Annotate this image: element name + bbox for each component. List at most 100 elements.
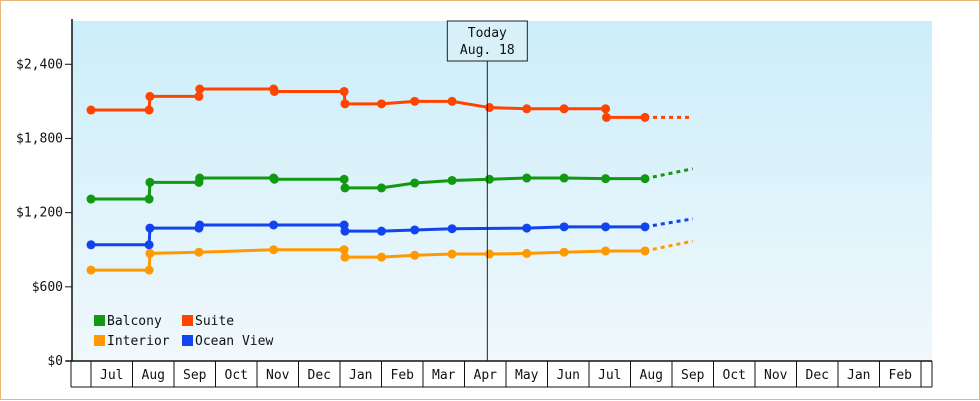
series-forecast-line — [644, 217, 693, 229]
month-label: Aug — [640, 368, 663, 383]
data-point[interactable] — [377, 252, 386, 262]
data-point[interactable] — [340, 183, 350, 193]
legend: Balcony Suite Interior Ocean View — [94, 314, 273, 349]
legend-label: Interior — [107, 334, 170, 349]
data-point[interactable] — [640, 112, 650, 122]
data-point[interactable] — [194, 91, 204, 101]
series-interior — [86, 239, 694, 275]
month-label: Aug — [142, 368, 165, 383]
data-point[interactable] — [86, 105, 96, 115]
data-point[interactable] — [447, 224, 457, 234]
data-point[interactable] — [194, 247, 204, 257]
data-point[interactable] — [410, 225, 420, 235]
month-label: Oct — [225, 368, 248, 383]
data-point[interactable] — [640, 174, 650, 184]
data-point[interactable] — [86, 240, 96, 250]
legend-item: Interior — [94, 334, 170, 349]
legend-swatch — [94, 315, 105, 326]
month-label: Jan — [847, 368, 870, 383]
data-point[interactable] — [601, 246, 611, 256]
series-ocean-view — [86, 217, 693, 250]
data-point[interactable] — [410, 250, 420, 260]
data-point[interactable] — [410, 178, 420, 188]
data-point[interactable] — [86, 265, 96, 275]
axes: $0 $600 $1,200 $1,800 $2,400 Jul Aug Sep Oct Nov D… — [16, 19, 933, 388]
data-point[interactable] — [269, 220, 279, 230]
data-point[interactable] — [269, 86, 279, 96]
data-point[interactable] — [339, 245, 349, 255]
data-point[interactable] — [559, 104, 569, 114]
data-point[interactable] — [559, 222, 569, 232]
data-point[interactable] — [447, 175, 457, 185]
month-label: Jan — [349, 368, 372, 383]
data-point[interactable] — [601, 112, 611, 122]
y-tick-label: $0 — [47, 354, 63, 369]
data-point[interactable] — [86, 194, 96, 204]
month-label: Jun — [557, 368, 580, 383]
data-point[interactable] — [447, 249, 457, 259]
data-point[interactable] — [640, 222, 650, 232]
series-layer — [86, 84, 694, 275]
y-tick-label: $1,800 — [16, 131, 63, 146]
data-point[interactable] — [195, 84, 205, 94]
data-point[interactable] — [145, 91, 155, 101]
y-tick-label: $2,400 — [16, 57, 63, 72]
legend-swatch — [182, 335, 193, 346]
today-marker: Today Aug. 18 — [446, 20, 528, 361]
data-point[interactable] — [145, 223, 155, 233]
data-point[interactable] — [195, 173, 205, 183]
data-point[interactable] — [522, 104, 532, 114]
data-point[interactable] — [340, 252, 350, 262]
data-point[interactable] — [144, 240, 154, 250]
series-forecast-line — [644, 167, 694, 181]
data-point[interactable] — [340, 99, 350, 109]
data-point[interactable] — [447, 96, 457, 106]
legend-label: Suite — [195, 314, 234, 329]
legend-swatch — [94, 335, 105, 346]
data-point[interactable] — [145, 248, 155, 258]
data-point[interactable] — [144, 105, 154, 115]
data-point[interactable] — [339, 86, 349, 96]
data-point[interactable] — [559, 247, 569, 257]
data-point[interactable] — [377, 226, 386, 236]
data-point[interactable] — [522, 223, 532, 233]
month-label: Nov — [764, 368, 788, 383]
month-label: Sep — [183, 368, 207, 383]
data-point[interactable] — [144, 194, 154, 204]
series-forecast-line — [644, 239, 694, 253]
data-point[interactable] — [269, 174, 279, 184]
data-point[interactable] — [640, 246, 650, 256]
plot-area — [72, 21, 932, 361]
month-label: Nov — [266, 368, 290, 383]
data-point[interactable] — [340, 226, 350, 236]
data-point[interactable] — [522, 248, 532, 258]
data-point[interactable] — [145, 177, 155, 187]
legend-item: Suite — [182, 314, 234, 329]
data-point[interactable] — [601, 104, 611, 114]
data-point[interactable] — [377, 183, 386, 193]
month-label: Feb — [889, 368, 913, 383]
today-label: Today — [468, 26, 507, 41]
data-point[interactable] — [601, 222, 611, 232]
data-point[interactable] — [144, 265, 154, 275]
data-point[interactable] — [484, 249, 494, 259]
month-label: Dec — [308, 368, 331, 383]
legend-label: Ocean View — [195, 334, 273, 349]
data-point[interactable] — [339, 174, 349, 184]
data-point[interactable] — [522, 173, 532, 183]
data-point[interactable] — [377, 99, 386, 109]
data-point[interactable] — [559, 173, 569, 183]
legend-label: Balcony — [107, 314, 162, 329]
data-point[interactable] — [410, 96, 420, 106]
y-tick-label: $600 — [32, 280, 63, 295]
legend-item: Balcony — [94, 314, 162, 329]
data-point[interactable] — [269, 245, 279, 255]
data-point[interactable] — [601, 174, 611, 184]
data-point[interactable] — [195, 220, 205, 230]
month-label: Oct — [723, 368, 746, 383]
data-point[interactable] — [484, 103, 494, 113]
data-point[interactable] — [484, 174, 494, 184]
month-label: Jul — [100, 368, 123, 383]
